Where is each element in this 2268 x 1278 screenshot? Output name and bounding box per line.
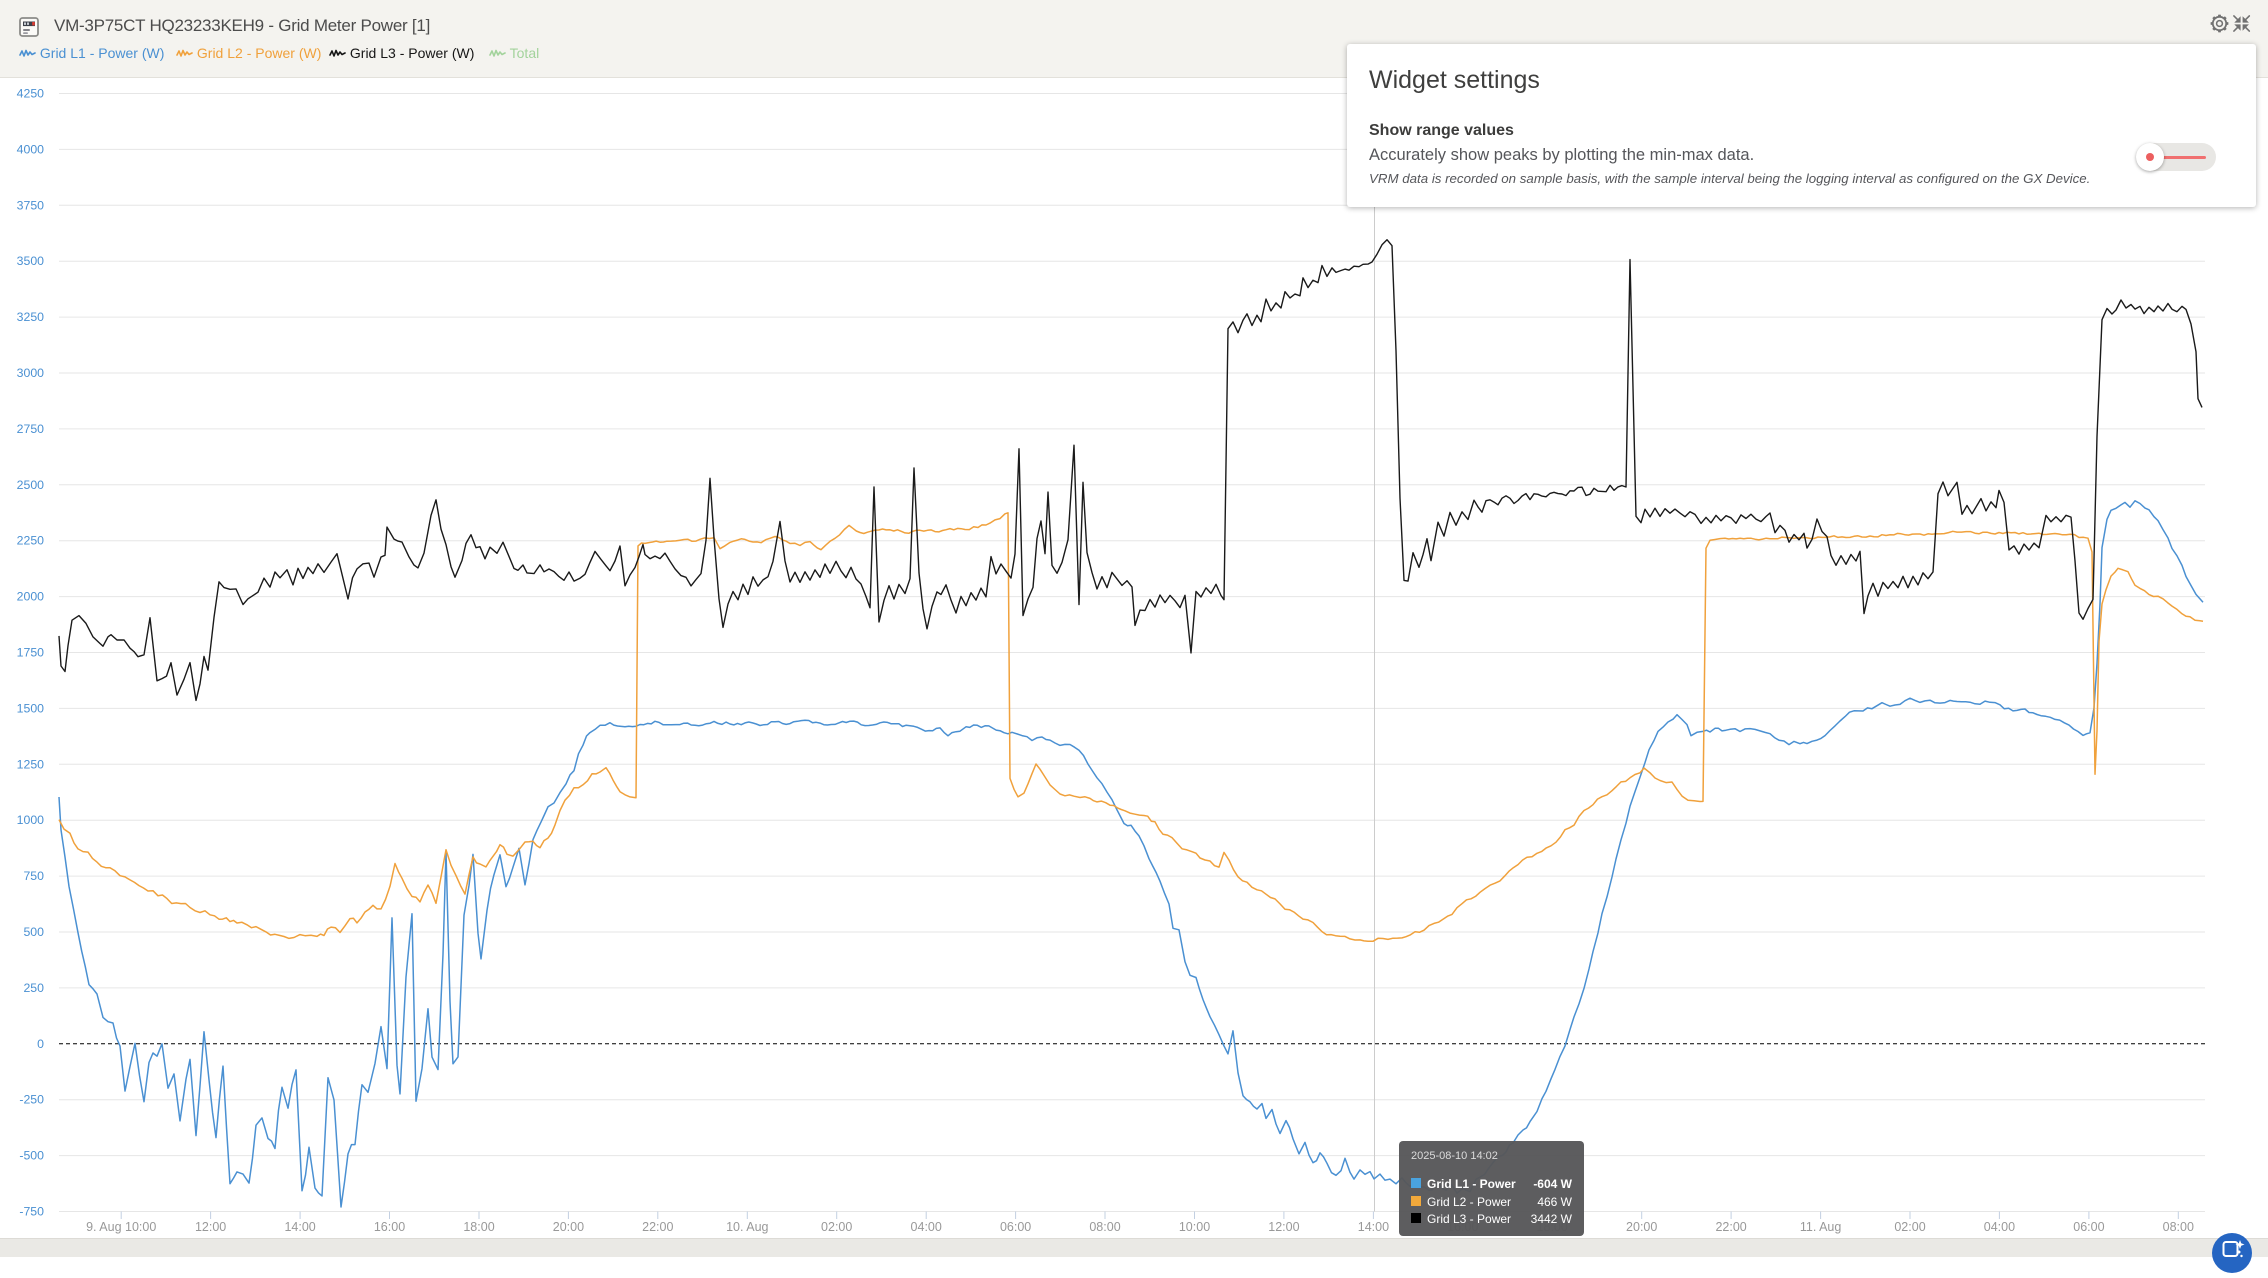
svg-text:18:00: 18:00 [463, 1220, 494, 1234]
svg-text:08:00: 08:00 [2163, 1220, 2194, 1234]
svg-text:12:00: 12:00 [195, 1220, 226, 1234]
svg-text:500: 500 [23, 925, 44, 939]
svg-text:22:00: 22:00 [642, 1220, 673, 1234]
svg-text:08:00: 08:00 [1089, 1220, 1120, 1234]
svg-text:3750: 3750 [17, 198, 45, 212]
svg-text:4250: 4250 [17, 87, 45, 101]
svg-text:04:00: 04:00 [1984, 1220, 2015, 1234]
svg-text:3250: 3250 [17, 310, 45, 324]
svg-text:3500: 3500 [17, 254, 45, 268]
svg-text:10. Aug: 10. Aug [726, 1220, 768, 1234]
svg-text:2500: 2500 [17, 478, 45, 492]
svg-text:4000: 4000 [17, 142, 45, 156]
svg-text:9. Aug 10:00: 9. Aug 10:00 [86, 1220, 156, 1234]
svg-text:3000: 3000 [17, 366, 45, 380]
svg-text:1750: 1750 [17, 646, 45, 660]
svg-text:06:00: 06:00 [2073, 1220, 2104, 1234]
svg-text:2250: 2250 [17, 534, 45, 548]
svg-text:1250: 1250 [17, 757, 45, 771]
svg-text:14:00: 14:00 [284, 1220, 315, 1234]
svg-text:-750: -750 [19, 1205, 44, 1219]
svg-text:12:00: 12:00 [1268, 1220, 1299, 1234]
svg-text:20:00: 20:00 [1626, 1220, 1657, 1234]
svg-text:10:00: 10:00 [1179, 1220, 1210, 1234]
svg-text:2000: 2000 [17, 590, 45, 604]
svg-text:14:00: 14:00 [1358, 1220, 1389, 1234]
svg-text:04:00: 04:00 [911, 1220, 942, 1234]
svg-text:20:00: 20:00 [553, 1220, 584, 1234]
svg-text:1500: 1500 [17, 701, 45, 715]
svg-text:250: 250 [23, 981, 44, 995]
svg-text:-500: -500 [19, 1149, 44, 1163]
svg-text:16:00: 16:00 [374, 1220, 405, 1234]
svg-text:750: 750 [23, 869, 44, 883]
svg-text:2750: 2750 [17, 422, 45, 436]
svg-text:02:00: 02:00 [821, 1220, 852, 1234]
svg-text:02:00: 02:00 [1894, 1220, 1925, 1234]
svg-text:0: 0 [37, 1037, 44, 1051]
svg-text:1000: 1000 [17, 813, 45, 827]
svg-text:22:00: 22:00 [1715, 1220, 1746, 1234]
svg-text:06:00: 06:00 [1000, 1220, 1031, 1234]
svg-text:11. Aug: 11. Aug [1800, 1220, 1842, 1234]
svg-text:-250: -250 [19, 1093, 44, 1107]
